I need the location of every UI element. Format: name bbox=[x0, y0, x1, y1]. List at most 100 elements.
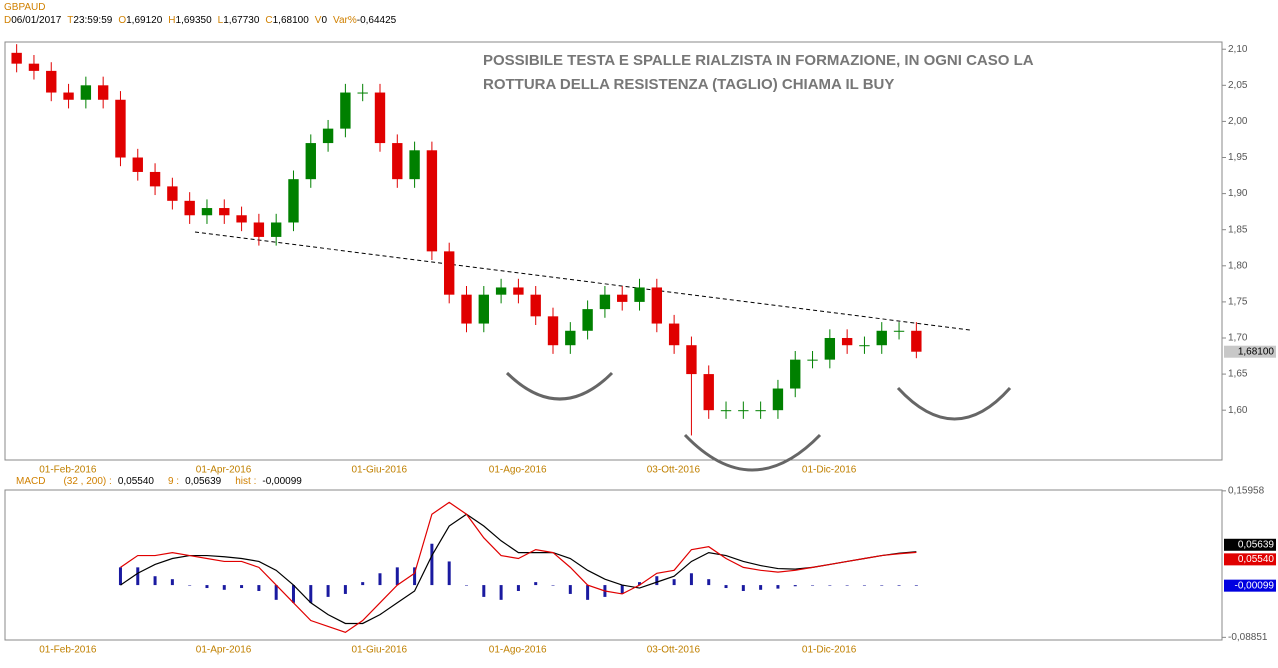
histogram-bar bbox=[170, 579, 174, 586]
macd-header-item: 0,05639 bbox=[185, 476, 222, 487]
histogram-bar bbox=[620, 585, 624, 594]
last-value-tag bbox=[1224, 538, 1276, 551]
candle-body bbox=[253, 222, 265, 237]
header-key: C bbox=[265, 15, 273, 26]
ohlc-header: D06/01/2017 T23:59:59 O1,69120 H1,69350 L1,6… bbox=[4, 15, 402, 26]
candle-body bbox=[530, 294, 541, 317]
histogram-bar bbox=[274, 585, 278, 600]
y-tick-label: 1,60 bbox=[1228, 405, 1248, 416]
x-tick-label: 01-Feb-2016 bbox=[39, 645, 97, 656]
y-tick-label: 1,85 bbox=[1228, 224, 1248, 235]
histogram-bar bbox=[395, 567, 399, 586]
histogram-bar bbox=[845, 585, 849, 586]
candle-body bbox=[167, 186, 178, 201]
candle-body bbox=[340, 92, 351, 129]
candle-body bbox=[617, 294, 628, 302]
price-panel bbox=[4, 41, 1223, 461]
histogram-bar bbox=[759, 585, 763, 590]
y-tick-label: 2,05 bbox=[1228, 80, 1248, 91]
candle-body bbox=[322, 128, 334, 144]
histogram-bar bbox=[118, 567, 122, 586]
histogram-bar bbox=[724, 585, 728, 589]
histogram-bar bbox=[430, 543, 434, 586]
right-shoulder bbox=[896, 386, 1012, 421]
x-tick-label: 01-Ago-2016 bbox=[489, 645, 547, 656]
header-key: Var% bbox=[333, 15, 357, 26]
candle-body bbox=[236, 215, 247, 223]
x-tick-label: 01-Giu-2016 bbox=[351, 645, 407, 656]
candle-body bbox=[288, 179, 299, 223]
candle-body bbox=[772, 388, 784, 411]
head bbox=[683, 433, 822, 472]
candle-body bbox=[547, 316, 559, 346]
candle-body bbox=[409, 150, 420, 180]
candle-body bbox=[703, 374, 714, 411]
y-tick-label: 1,75 bbox=[1228, 297, 1248, 308]
header-key: L bbox=[217, 15, 224, 26]
symbol-header: GBPAUD bbox=[4, 2, 46, 13]
y-tick-label: 1,80 bbox=[1228, 260, 1248, 271]
histogram-bar bbox=[862, 585, 866, 586]
header-value: 0 bbox=[321, 15, 328, 26]
candle-body bbox=[720, 410, 732, 412]
annotation: ROTTURA DELLA RESISTENZA (TAGLIO) CHIAMA… bbox=[483, 76, 894, 93]
y-tick-label: 2,10 bbox=[1228, 44, 1248, 55]
candle-body bbox=[132, 157, 143, 172]
header-key: O bbox=[118, 15, 127, 26]
histogram-bar bbox=[741, 585, 745, 591]
macd-header-item: -0,00099 bbox=[262, 476, 302, 487]
x-tick-label: 01-Feb-2016 bbox=[39, 465, 97, 476]
header-key: H bbox=[168, 15, 176, 26]
histogram-bar bbox=[914, 585, 918, 586]
histogram-bar bbox=[326, 585, 330, 597]
candle-body bbox=[513, 287, 524, 295]
x-tick-label: 01-Giu-2016 bbox=[351, 465, 407, 476]
candle-body bbox=[738, 410, 749, 412]
histogram-bar bbox=[534, 582, 538, 586]
header-value: 06/01/2017 bbox=[11, 15, 62, 26]
histogram-bar bbox=[188, 585, 192, 586]
candle-body bbox=[755, 410, 766, 412]
histogram-bar bbox=[361, 582, 365, 586]
header-value: 23:59:59 bbox=[73, 15, 113, 26]
macd-title: MACD bbox=[16, 476, 46, 487]
histogram-bar bbox=[222, 585, 226, 590]
left-shoulder bbox=[505, 371, 614, 401]
macd-header: MACD (32 , 200) : 0,05540 9 : 0,05639 hist :-… bbox=[16, 476, 316, 487]
header-key: T bbox=[67, 15, 74, 26]
histogram-bar bbox=[482, 585, 486, 597]
candle-body bbox=[599, 294, 611, 310]
candle-body bbox=[582, 309, 593, 331]
histogram-bar bbox=[551, 585, 555, 586]
last-value-label: 1,68100 bbox=[1238, 346, 1275, 357]
histogram-bar bbox=[465, 585, 468, 586]
histogram-bar bbox=[568, 585, 572, 594]
candle-body bbox=[149, 171, 161, 187]
header-value: 1,69350 bbox=[175, 15, 212, 26]
histogram-bar bbox=[291, 585, 295, 603]
candle-body bbox=[495, 287, 507, 295]
histogram-bar bbox=[793, 585, 797, 587]
candle-body bbox=[911, 330, 922, 352]
candle-body bbox=[841, 337, 853, 346]
histogram-bar bbox=[240, 585, 244, 589]
candle-body bbox=[46, 70, 57, 93]
candle-body bbox=[374, 92, 386, 144]
x-tick-label: 03-Ott-2016 bbox=[647, 465, 701, 476]
candle-body bbox=[651, 287, 663, 324]
histogram-bar bbox=[655, 576, 659, 586]
last-value-label: 0,05540 bbox=[1238, 554, 1275, 565]
y-tick-label: 1,65 bbox=[1228, 369, 1248, 380]
last-value-tag bbox=[1224, 579, 1276, 592]
x-tick-label: 01-Apr-2016 bbox=[196, 645, 252, 656]
histogram-bar bbox=[153, 576, 157, 586]
candle-body bbox=[97, 85, 109, 100]
histogram-bar bbox=[776, 585, 780, 589]
macd-header-item: (32 , 200) : bbox=[63, 476, 112, 487]
y-tick-label: 1,90 bbox=[1228, 188, 1248, 199]
macd-line bbox=[120, 513, 917, 625]
candle-body bbox=[790, 359, 801, 389]
x-tick-label: 03-Ott-2016 bbox=[647, 645, 701, 656]
candle-body bbox=[115, 99, 126, 158]
